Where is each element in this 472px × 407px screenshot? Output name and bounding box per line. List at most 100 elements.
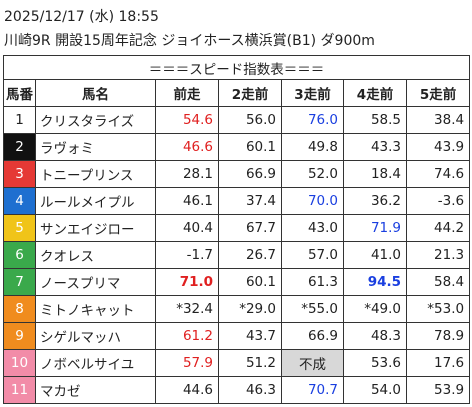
horse-row: 3 トニープリンス 28.1 66.9 52.0 18.4 74.6 — [3, 160, 471, 188]
speed-index: 56.0 — [218, 106, 282, 134]
horse-number: 4 — [3, 187, 36, 215]
speed-index: 53.9 — [405, 376, 471, 404]
speed-index: 38.4 — [405, 106, 471, 134]
column-header: 4走前 — [343, 79, 407, 107]
horse-number: 11 — [3, 376, 36, 404]
speed-index: 40.4 — [155, 214, 219, 242]
speed-index: 46.1 — [155, 187, 219, 215]
speed-index: 43.3 — [343, 133, 407, 161]
speed-index: 66.9 — [281, 322, 344, 350]
horse-name: ラヴォミ — [35, 133, 156, 161]
speed-index: -3.6 — [405, 187, 471, 215]
horse-row: 8 ミトノキャット *32.4 *29.0 *55.0 *49.0 *53.0 — [3, 295, 471, 323]
horse-number: 2 — [3, 133, 36, 161]
speed-index: 17.6 — [405, 349, 471, 377]
speed-index: 58.4 — [405, 268, 471, 296]
horse-name: ルールメイプル — [35, 187, 156, 215]
speed-index: 94.5 — [343, 268, 407, 296]
horse-number: 7 — [3, 268, 36, 296]
speed-index: 57.0 — [281, 241, 344, 269]
horse-row: 4 ルールメイプル 46.1 37.4 70.0 36.2 -3.6 — [3, 187, 471, 215]
speed-index: 76.0 — [281, 106, 344, 134]
horse-number: 3 — [3, 160, 36, 188]
speed-index: 51.2 — [218, 349, 282, 377]
horse-row: 9 シゲルマッハ 61.2 43.7 66.9 48.3 78.9 — [3, 322, 471, 350]
horse-row: 5 サンエイジロー 40.4 67.7 43.0 71.9 44.2 — [3, 214, 471, 242]
horse-row: 1 クリスタライズ 54.6 56.0 76.0 58.5 38.4 — [3, 106, 471, 134]
speed-index: 18.4 — [343, 160, 407, 188]
speed-index: 78.9 — [405, 322, 471, 350]
speed-index: 49.8 — [281, 133, 344, 161]
speed-index: 61.2 — [155, 322, 219, 350]
horse-number: 8 — [3, 295, 36, 323]
column-header: 馬番 — [3, 79, 36, 107]
speed-index: 41.0 — [343, 241, 407, 269]
speed-index: 54.6 — [155, 106, 219, 134]
speed-index: 28.1 — [155, 160, 219, 188]
speed-index: 44.6 — [155, 376, 219, 404]
horse-number: 10 — [3, 349, 36, 377]
horse-name: サンエイジロー — [35, 214, 156, 242]
speed-index: 37.4 — [218, 187, 282, 215]
datetime: 2025/12/17 (水) 18:55 — [4, 9, 159, 25]
horse-number: 9 — [3, 322, 36, 350]
speed-index: *53.0 — [405, 295, 471, 323]
speed-index: 66.9 — [218, 160, 282, 188]
speed-index: 71.9 — [343, 214, 407, 242]
speed-index: 26.7 — [218, 241, 282, 269]
speed-index: *29.0 — [218, 295, 282, 323]
speed-index: 46.3 — [218, 376, 282, 404]
horse-row: 7 ノースプリマ 71.0 60.1 61.3 94.5 58.4 — [3, 268, 471, 296]
horse-number: 5 — [3, 214, 36, 242]
horse-name: ノースプリマ — [35, 268, 156, 296]
header-row: 馬番 馬名 前走 2走前 3走前 4走前 5走前 — [3, 79, 471, 107]
speed-index: 58.5 — [343, 106, 407, 134]
speed-index: 43.7 — [218, 322, 282, 350]
horse-row: 10 ノボベルサイユ 57.9 51.2 不成 53.6 17.6 — [3, 349, 471, 377]
speed-index: 70.0 — [281, 187, 344, 215]
speed-index: 71.0 — [155, 268, 219, 296]
speed-index: 不成 — [281, 349, 344, 377]
speed-index: 61.3 — [281, 268, 344, 296]
speed-index: 57.9 — [155, 349, 219, 377]
horse-name: クリスタライズ — [35, 106, 156, 134]
horse-name: マカゼ — [35, 376, 156, 404]
speed-table: ＝＝＝スピード指数表＝＝＝ 馬番 馬名 前走 2走前 3走前 4走前 5走前 1 クリスタライズ… — [2, 55, 471, 404]
race-title: 川崎9R 開設15周年記念 ジョイホース横浜賞(B1) ダ900m — [4, 33, 375, 49]
column-header: 馬名 — [35, 79, 156, 107]
speed-index: *32.4 — [155, 295, 219, 323]
horse-row: 11 マカゼ 44.6 46.3 70.7 54.0 53.9 — [3, 376, 471, 404]
speed-index: 53.6 — [343, 349, 407, 377]
speed-index: 43.9 — [405, 133, 471, 161]
column-header: 2走前 — [218, 79, 282, 107]
column-header: 5走前 — [405, 79, 471, 107]
table-title: ＝＝＝スピード指数表＝＝＝ — [2, 55, 471, 80]
speed-index: -1.7 — [155, 241, 219, 269]
speed-index: *55.0 — [281, 295, 344, 323]
speed-index: 54.0 — [343, 376, 407, 404]
speed-index: *49.0 — [343, 295, 407, 323]
speed-index: 67.7 — [218, 214, 282, 242]
horse-name: クオレス — [35, 241, 156, 269]
column-header: 3走前 — [281, 79, 344, 107]
column-header: 前走 — [155, 79, 219, 107]
horse-name: ミトノキャット — [35, 295, 156, 323]
speed-index: 60.1 — [218, 133, 282, 161]
speed-index: 70.7 — [281, 376, 344, 404]
speed-index: 43.0 — [281, 214, 344, 242]
horse-row: 6 クオレス -1.7 26.7 57.0 41.0 21.3 — [3, 241, 471, 269]
speed-index: 46.6 — [155, 133, 219, 161]
speed-index: 60.1 — [218, 268, 282, 296]
horse-name: トニープリンス — [35, 160, 156, 188]
speed-index: 48.3 — [343, 322, 407, 350]
speed-index: 36.2 — [343, 187, 407, 215]
speed-index: 52.0 — [281, 160, 344, 188]
horse-row: 2 ラヴォミ 46.6 60.1 49.8 43.3 43.9 — [3, 133, 471, 161]
horse-name: シゲルマッハ — [35, 322, 156, 350]
horse-name: ノボベルサイユ — [35, 349, 156, 377]
speed-index: 74.6 — [405, 160, 471, 188]
speed-index: 21.3 — [405, 241, 471, 269]
speed-index: 44.2 — [405, 214, 471, 242]
horse-number: 6 — [3, 241, 36, 269]
